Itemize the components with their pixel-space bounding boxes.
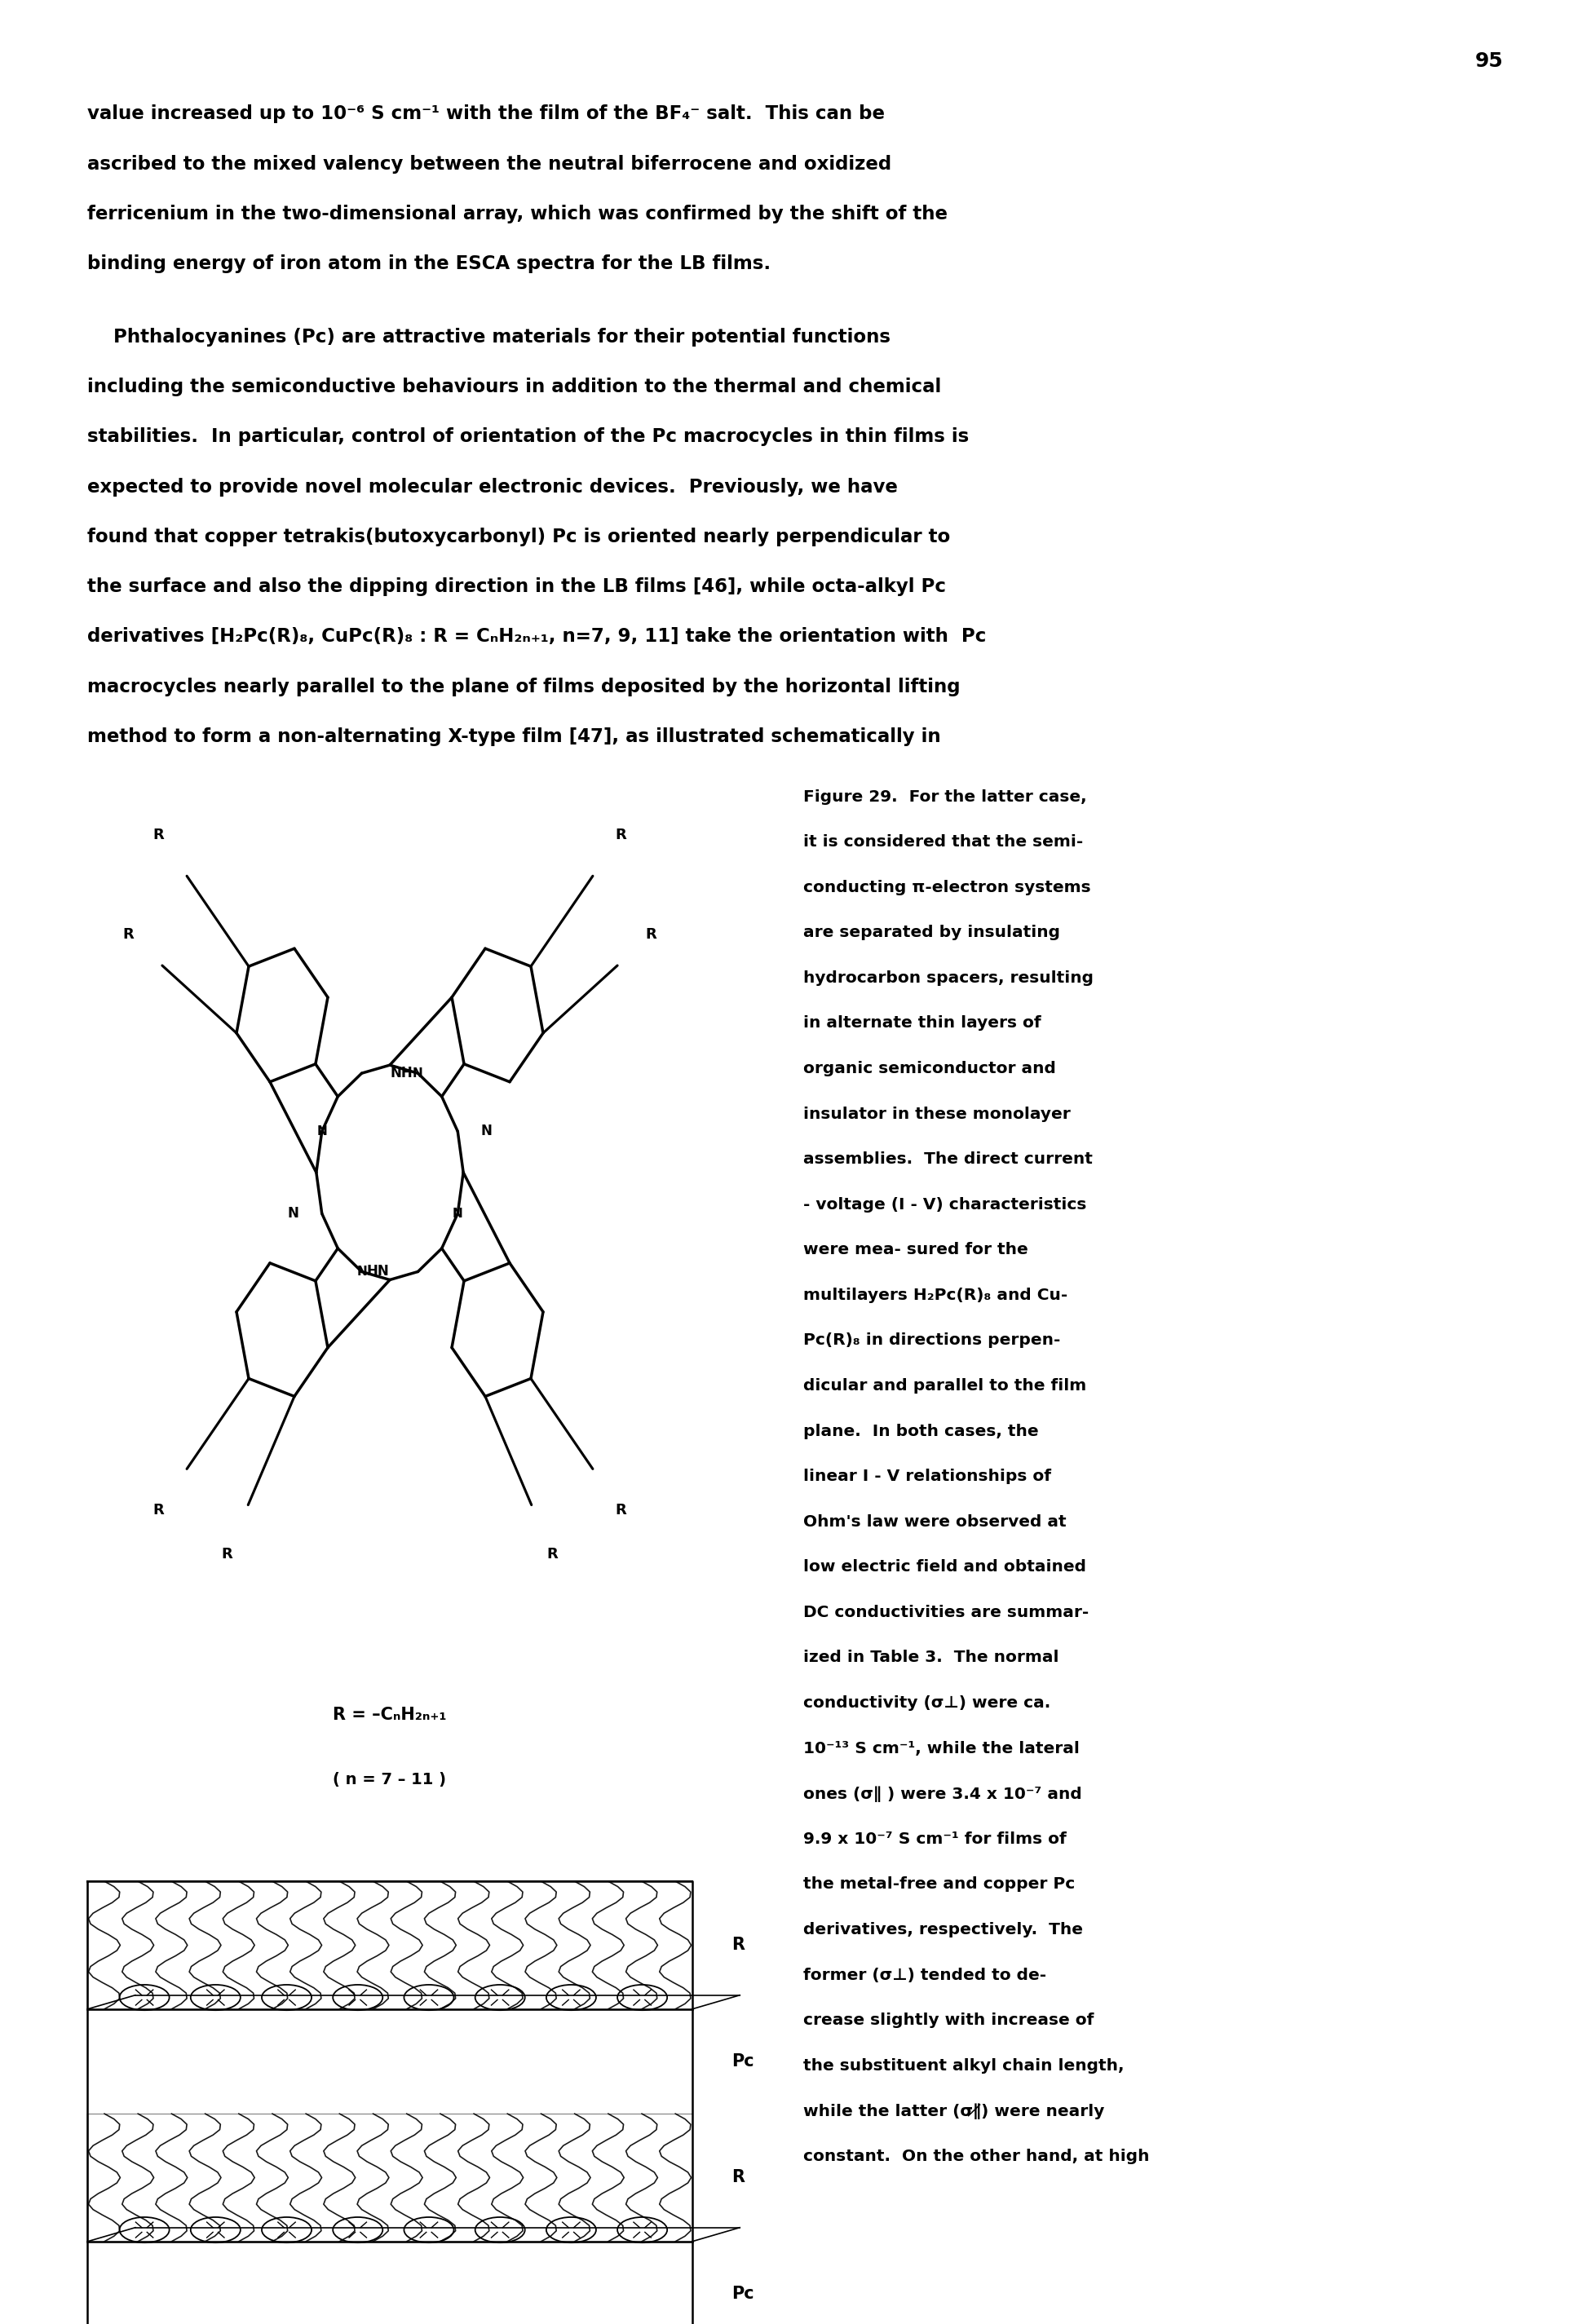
Text: binding energy of iron atom in the ESCA spectra for the LB films.: binding energy of iron atom in the ESCA … [88,256,772,274]
Text: multilayers H₂Pc(R)₈ and Cu-: multilayers H₂Pc(R)₈ and Cu- [803,1287,1068,1304]
Text: Pc: Pc [732,2284,754,2303]
Text: R: R [732,2168,745,2187]
Text: found that copper tetrakis(butoxycarbonyl) Pc is oriented nearly perpendicular t: found that copper tetrakis(butoxycarbony… [88,528,950,546]
Text: R: R [123,927,134,941]
Text: R: R [153,1504,164,1518]
Text: conducting π-electron systems: conducting π-electron systems [803,878,1091,895]
Text: in alternate thin layers of: in alternate thin layers of [803,1016,1041,1032]
Text: ized in Table 3.  The normal: ized in Table 3. The normal [803,1650,1060,1666]
Text: 95: 95 [1475,51,1503,70]
Text: organic semiconductor and: organic semiconductor and [803,1060,1056,1076]
Text: Phthalocyanines (Pc) are attractive materials for their potential functions: Phthalocyanines (Pc) are attractive mate… [88,328,891,346]
Text: macrocycles nearly parallel to the plane of films deposited by the horizontal li: macrocycles nearly parallel to the plane… [88,676,961,697]
Text: hydrocarbon spacers, resulting: hydrocarbon spacers, resulting [803,969,1093,985]
Text: crease slightly with increase of: crease slightly with increase of [803,2013,1095,2029]
Text: R: R [646,927,657,941]
Text: R: R [616,827,627,841]
Text: ( n = 7 – 11 ): ( n = 7 – 11 ) [333,1771,447,1787]
Text: it is considered that the semi-: it is considered that the semi- [803,834,1083,851]
Text: conductivity (σ⊥) were ca.: conductivity (σ⊥) were ca. [803,1694,1050,1710]
Text: N: N [288,1206,299,1220]
Text: R = –CₙH₂ₙ₊₁: R = –CₙH₂ₙ₊₁ [333,1706,447,1724]
Text: former (σ⊥) tended to de-: former (σ⊥) tended to de- [803,1966,1047,1982]
Text: derivatives, respectively.  The: derivatives, respectively. The [803,1922,1083,1938]
Text: including the semiconductive behaviours in addition to the thermal and chemical: including the semiconductive behaviours … [88,376,942,397]
Text: constant.  On the other hand, at high: constant. On the other hand, at high [803,2147,1150,2164]
Text: ferricenium in the two-dimensional array, which was confirmed by the shift of th: ferricenium in the two-dimensional array… [88,205,948,223]
Text: are separated by insulating: are separated by insulating [803,925,1060,941]
Text: Pc(R)₈ in directions perpen-: Pc(R)₈ in directions perpen- [803,1332,1061,1348]
Text: N: N [480,1125,492,1139]
Text: R: R [616,1504,627,1518]
Text: - voltage (I - V) characteristics: - voltage (I - V) characteristics [803,1197,1087,1213]
Text: method to form a non-alternating X-type film [47], as illustrated schematically : method to form a non-alternating X-type … [88,727,940,746]
Text: DC conductivities are summar-: DC conductivities are summar- [803,1604,1090,1620]
Text: NH: NH [390,1067,412,1081]
Text: N: N [412,1067,423,1078]
Text: value increased up to 10⁻⁶ S cm⁻¹ with the film of the BF₄⁻ salt.  This can be: value increased up to 10⁻⁶ S cm⁻¹ with t… [88,105,885,123]
Text: HN: HN [368,1264,390,1278]
Text: stabilities.  In particular, control of orientation of the Pc macrocycles in thi: stabilities. In particular, control of o… [88,428,969,446]
Text: the substituent alkyl chain length,: the substituent alkyl chain length, [803,2057,1125,2073]
Text: N: N [452,1208,463,1220]
Text: Pc: Pc [732,2052,754,2071]
Text: N: N [317,1125,328,1136]
Text: 9.9 x 10⁻⁷ S cm⁻¹ for films of: 9.9 x 10⁻⁷ S cm⁻¹ for films of [803,1831,1066,1848]
Text: linear I - V relationships of: linear I - V relationships of [803,1469,1052,1485]
Text: were mea- sured for the: were mea- sured for the [803,1241,1028,1257]
Text: Ohm's law were observed at: Ohm's law were observed at [803,1513,1066,1529]
Text: while the latter (σ∦) were nearly: while the latter (σ∦) were nearly [803,2103,1104,2119]
Text: expected to provide novel molecular electronic devices.  Previously, we have: expected to provide novel molecular elec… [88,476,897,497]
Text: R: R [732,1936,745,1954]
Text: 10⁻¹³ S cm⁻¹, while the lateral: 10⁻¹³ S cm⁻¹, while the lateral [803,1741,1080,1757]
Text: N: N [356,1267,368,1278]
Text: ones (σ∥ ) were 3.4 x 10⁻⁷ and: ones (σ∥ ) were 3.4 x 10⁻⁷ and [803,1785,1082,1801]
Text: insulator in these monolayer: insulator in these monolayer [803,1106,1071,1122]
Text: dicular and parallel to the film: dicular and parallel to the film [803,1378,1087,1394]
Text: low electric field and obtained: low electric field and obtained [803,1559,1087,1576]
Text: the surface and also the dipping direction in the LB films [46], while octa-alky: the surface and also the dipping directi… [88,576,947,597]
Text: assemblies.  The direct current: assemblies. The direct current [803,1150,1093,1167]
Text: Figure 29.  For the latter case,: Figure 29. For the latter case, [803,788,1087,804]
Text: derivatives [H₂Pc(R)₈, CuPc(R)₈ : R = CₙH₂ₙ₊₁, n=7, 9, 11] take the orientation : derivatives [H₂Pc(R)₈, CuPc(R)₈ : R = Cₙ… [88,627,986,646]
Text: R: R [221,1548,232,1562]
Text: R: R [547,1548,558,1562]
Text: plane.  In both cases, the: plane. In both cases, the [803,1422,1039,1439]
Text: R: R [153,827,164,841]
Text: ascribed to the mixed valency between the neutral biferrocene and oxidized: ascribed to the mixed valency between th… [88,156,891,174]
Text: the metal-free and copper Pc: the metal-free and copper Pc [803,1875,1076,1892]
